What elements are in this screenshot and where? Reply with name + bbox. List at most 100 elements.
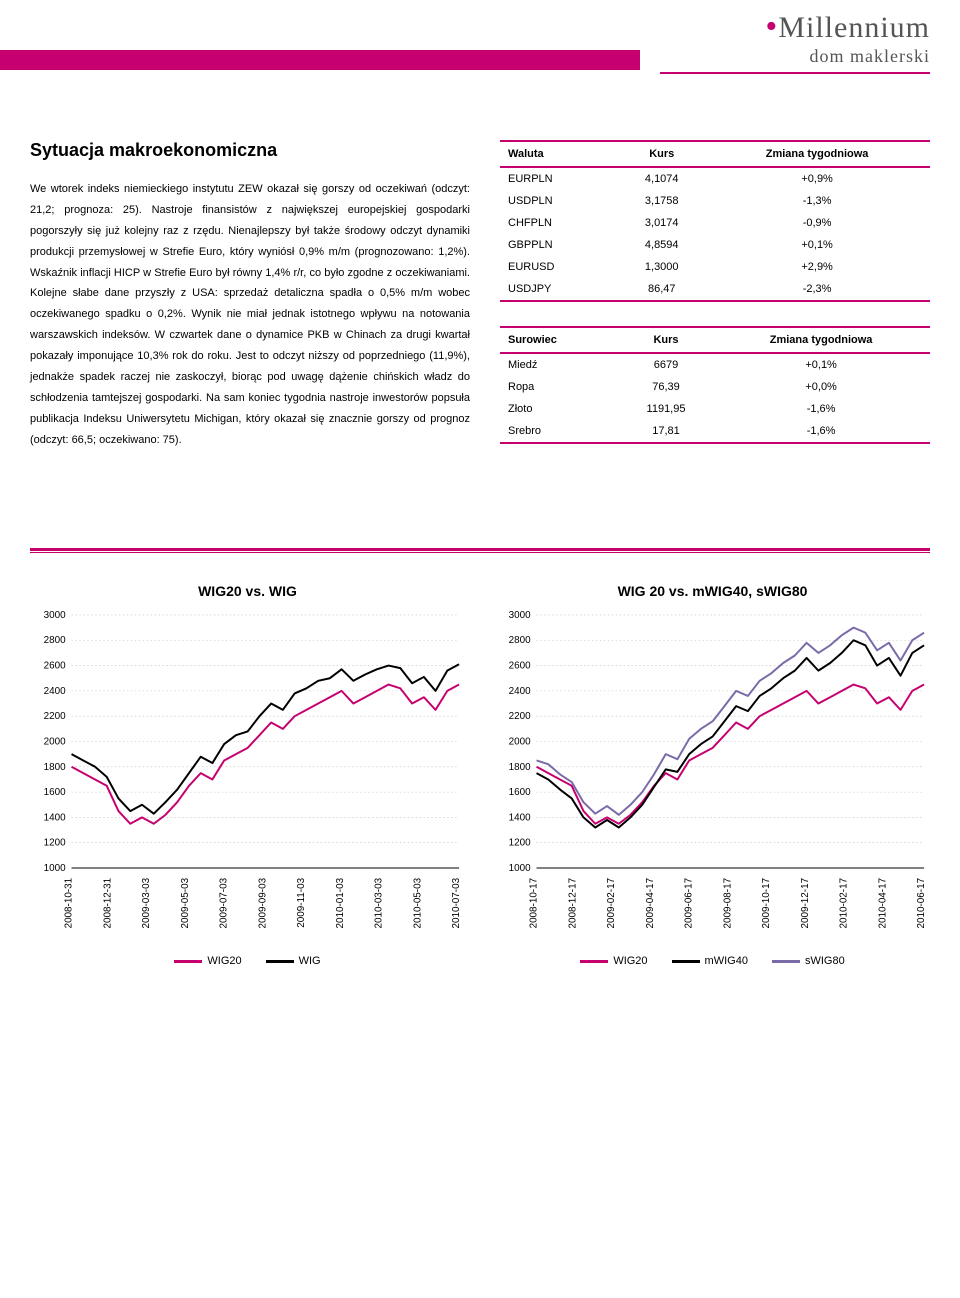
svg-text:1200: 1200 [509, 838, 531, 849]
svg-text:2009-03-03: 2009-03-03 [141, 877, 152, 928]
svg-text:2009-10-17: 2009-10-17 [761, 878, 772, 929]
legend-item: WIG [266, 955, 321, 967]
brand-name: •Millennium [765, 8, 930, 46]
svg-text:2008-12-31: 2008-12-31 [102, 877, 113, 928]
legend-swatch [266, 960, 294, 963]
table-cell: 4,8594 [619, 234, 704, 256]
content-area: Sytuacja makroekonomiczna We wtorek inde… [0, 90, 960, 488]
table-header: Kurs [620, 327, 712, 353]
legend-label: WIG20 [613, 955, 647, 967]
svg-text:2009-08-17: 2009-08-17 [722, 878, 733, 929]
chart-left-legend: WIG20 WIG [30, 955, 465, 967]
table-row: Złoto1191,95-1,6% [500, 398, 930, 420]
table-cell: CHFPLN [500, 212, 619, 234]
legend-swatch [772, 960, 800, 963]
svg-text:1600: 1600 [44, 787, 66, 798]
table-cell: 76,39 [620, 376, 712, 398]
svg-text:2008-12-17: 2008-12-17 [567, 878, 578, 929]
table-cell: Srebro [500, 420, 620, 443]
table-row: GBPPLN4,8594+0,1% [500, 234, 930, 256]
svg-text:2800: 2800 [44, 635, 66, 646]
table-row: CHFPLN3,0174-0,9% [500, 212, 930, 234]
right-column: WalutaKursZmiana tygodniowa EURPLN4,1074… [500, 140, 930, 468]
table-cell: 86,47 [619, 278, 704, 301]
logo-dot-icon: • [765, 8, 778, 45]
brand-subtitle: dom maklerski [765, 46, 930, 67]
svg-text:1800: 1800 [509, 762, 531, 773]
section-title: Sytuacja makroekonomiczna [30, 140, 470, 161]
table-cell: -0,9% [704, 212, 930, 234]
svg-text:3000: 3000 [44, 611, 66, 621]
svg-text:2010-03-03: 2010-03-03 [374, 877, 385, 928]
table-row: USDJPY86,47-2,3% [500, 278, 930, 301]
table-header: Zmiana tygodniowa [712, 327, 930, 353]
svg-text:2200: 2200 [509, 711, 531, 722]
table-row: Ropa76,39+0,0% [500, 376, 930, 398]
charts-row: WIG20 vs. WIG 1000 1200 1400 1600 1800 2000 22… [0, 563, 960, 997]
svg-text:2010-07-03: 2010-07-03 [451, 877, 462, 928]
table-cell: GBPPLN [500, 234, 619, 256]
svg-text:3000: 3000 [509, 611, 531, 621]
left-column: Sytuacja makroekonomiczna We wtorek inde… [30, 140, 470, 468]
table-cell: +0,9% [704, 167, 930, 190]
table-cell: Ropa [500, 376, 620, 398]
table-cell: 3,0174 [619, 212, 704, 234]
table-cell: 1191,95 [620, 398, 712, 420]
table-cell: +0,0% [712, 376, 930, 398]
svg-text:1800: 1800 [44, 762, 66, 773]
table-cell: 3,1758 [619, 190, 704, 212]
svg-text:1000: 1000 [44, 863, 66, 874]
chart-right: WIG 20 vs. mWIG40, sWIG80 10001200140016… [495, 583, 930, 967]
brand-logo: •Millennium dom maklerski [765, 8, 930, 67]
svg-text:2009-11-03: 2009-11-03 [296, 877, 307, 927]
svg-text:2009-04-17: 2009-04-17 [645, 878, 656, 929]
table-cell: EURUSD [500, 256, 619, 278]
table-cell: +2,9% [704, 256, 930, 278]
svg-text:2600: 2600 [44, 661, 66, 672]
svg-text:2008-10-31: 2008-10-31 [64, 877, 75, 928]
svg-text:2008-10-17: 2008-10-17 [529, 878, 540, 929]
chart-left-svg: 1000 1200 1400 1600 1800 2000 2200 2400 2600 2800… [30, 611, 465, 947]
table-cell: -1,6% [712, 398, 930, 420]
table-cell: USDPLN [500, 190, 619, 212]
chart-left: WIG20 vs. WIG 1000 1200 1400 1600 1800 2000 22… [30, 583, 465, 967]
table-cell: -1,3% [704, 190, 930, 212]
svg-text:2600: 2600 [509, 661, 531, 672]
legend-label: WIG20 [207, 955, 241, 967]
svg-text:2009-02-17: 2009-02-17 [606, 878, 617, 929]
svg-text:2009-05-03: 2009-05-03 [180, 877, 191, 928]
table-row: Miedź6679+0,1% [500, 353, 930, 376]
table-cell: +0,1% [712, 353, 930, 376]
svg-text:1400: 1400 [44, 812, 66, 823]
svg-text:2400: 2400 [509, 686, 531, 697]
table-row: USDPLN3,1758-1,3% [500, 190, 930, 212]
chart-right-legend: WIG20mWIG40sWIG80 [495, 955, 930, 967]
svg-text:1600: 1600 [509, 787, 531, 798]
table-cell: 17,81 [620, 420, 712, 443]
table-header: Waluta [500, 141, 619, 167]
table-cell: 6679 [620, 353, 712, 376]
svg-text:2400: 2400 [44, 686, 66, 697]
table-row: EURUSD1,3000+2,9% [500, 256, 930, 278]
legend-label: WIG [299, 955, 321, 967]
legend-item: sWIG80 [772, 955, 845, 967]
table-cell: Złoto [500, 398, 620, 420]
table-cell: -2,3% [704, 278, 930, 301]
table-cell: -1,6% [712, 420, 930, 443]
page-header: •Millennium dom maklerski [0, 0, 960, 90]
table-cell: Miedź [500, 353, 620, 376]
svg-text:1200: 1200 [44, 838, 66, 849]
legend-item: WIG20 [174, 955, 241, 967]
table-header: Zmiana tygodniowa [704, 141, 930, 167]
svg-text:2010-06-17: 2010-06-17 [916, 878, 927, 929]
table-row: Srebro17,81-1,6% [500, 420, 930, 443]
svg-text:2000: 2000 [44, 736, 66, 747]
chart-right-svg: 1000120014001600180020002200240026002800… [495, 611, 930, 947]
svg-text:2009-12-17: 2009-12-17 [800, 878, 811, 929]
svg-text:2009-06-17: 2009-06-17 [684, 878, 695, 929]
charts-divider [30, 548, 930, 553]
header-line [660, 72, 930, 74]
svg-text:2200: 2200 [44, 711, 66, 722]
svg-text:2800: 2800 [509, 635, 531, 646]
chart-left-title: WIG20 vs. WIG [30, 583, 465, 599]
